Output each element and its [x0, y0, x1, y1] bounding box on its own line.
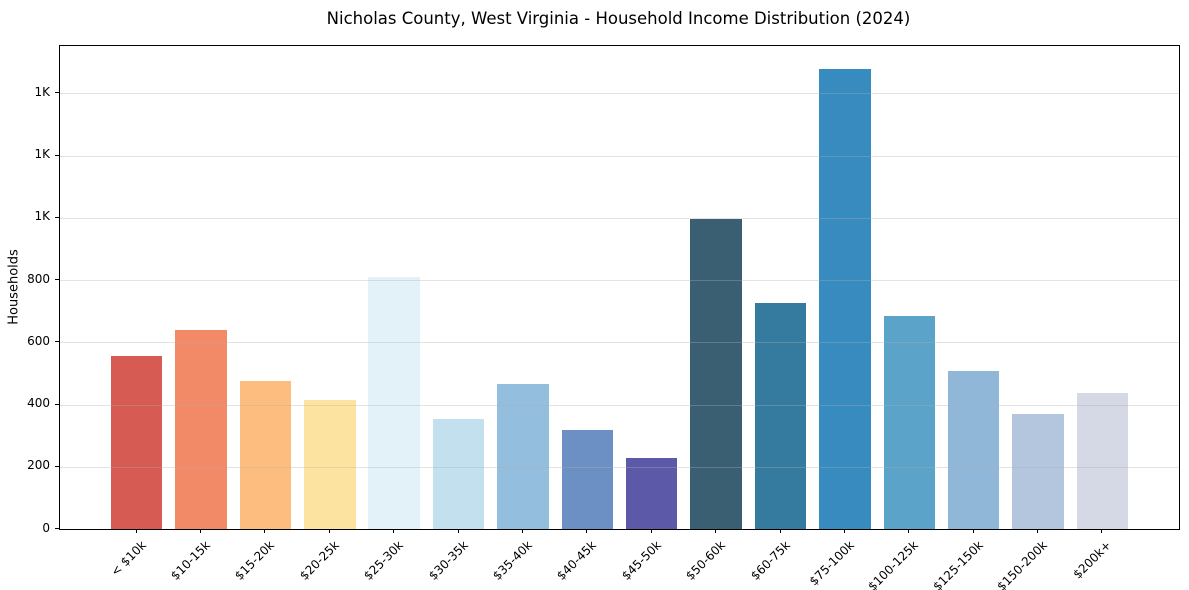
x-tick-mark — [1101, 529, 1103, 533]
gridline — [60, 155, 1179, 157]
x-tick-label: $200k+ — [1070, 538, 1115, 582]
y-tick-mark — [55, 465, 59, 467]
x-tick-label: $75-100k — [806, 538, 857, 589]
y-tick-label: 1K — [34, 84, 50, 99]
bar — [239, 381, 292, 529]
x-tick-mark — [1037, 529, 1038, 533]
x-tick-mark — [586, 529, 588, 533]
x-tick-label: $25-30k — [361, 538, 407, 583]
y-tick-mark — [55, 528, 59, 529]
y-tick-mark — [55, 403, 59, 405]
y-tick-label: 1K — [34, 147, 50, 161]
gridline — [60, 280, 1179, 281]
x-tick-label: $150-200k — [994, 538, 1050, 590]
bar — [175, 330, 227, 529]
y-tick-mark — [55, 92, 59, 94]
x-tick-label: $30-35k — [425, 538, 471, 583]
gridline — [60, 342, 1179, 344]
x-tick-label: $100-125k — [865, 538, 922, 590]
bar — [883, 316, 935, 529]
y-tick-label: 1K — [34, 209, 50, 224]
bar — [625, 458, 678, 529]
plot-area — [59, 45, 1180, 530]
y-tick-label: 600 — [27, 333, 50, 348]
x-tick-label: $10-15k — [168, 538, 213, 583]
gridline — [60, 466, 1179, 468]
bar — [947, 371, 1000, 529]
y-tick-mark — [55, 279, 59, 280]
x-tick-mark — [843, 529, 845, 533]
x-tick-mark — [135, 529, 137, 533]
bar — [368, 277, 420, 529]
bar — [690, 219, 742, 529]
y-axis-label: Households — [6, 249, 22, 325]
y-tick-label: 0 — [42, 520, 50, 535]
x-tick-label: < $10k — [107, 538, 149, 579]
x-tick-mark — [328, 529, 330, 533]
x-tick-label: $45-50k — [618, 538, 664, 583]
x-tick-mark — [650, 529, 652, 533]
y-tick-label: 400 — [27, 396, 50, 410]
x-tick-mark — [200, 529, 201, 533]
bar — [432, 419, 485, 529]
y-tick-mark — [55, 216, 59, 218]
y-tick-label: 200 — [27, 458, 50, 473]
x-tick-label: $40-45k — [554, 538, 600, 583]
x-tick-label: $35-40k — [489, 538, 535, 583]
x-tick-label: $15-20k — [232, 538, 278, 583]
bar — [110, 356, 163, 529]
x-tick-label: $125-150k — [929, 538, 986, 590]
y-tick-mark — [55, 341, 59, 343]
x-tick-mark — [264, 529, 266, 533]
bar — [1076, 393, 1129, 529]
chart-title: Nicholas County, West Virginia - Househo… — [326, 9, 911, 28]
gridline — [60, 217, 1179, 219]
x-tick-label: $50-60k — [683, 538, 728, 583]
bar — [561, 430, 614, 529]
x-tick-mark — [715, 529, 717, 533]
gridline — [60, 404, 1179, 406]
bar — [819, 69, 871, 529]
x-tick-mark — [779, 529, 781, 533]
y-tick-label: 800 — [27, 271, 50, 286]
bar — [1012, 414, 1064, 529]
x-tick-label: $60-75k — [747, 538, 793, 583]
y-tick-mark — [55, 154, 59, 156]
x-tick-mark — [393, 529, 395, 533]
bar — [754, 303, 807, 529]
gridline — [60, 93, 1179, 95]
x-tick-mark — [457, 529, 459, 533]
x-tick-mark — [972, 529, 974, 533]
x-tick-label: $20-25k — [296, 538, 342, 583]
bar — [497, 384, 549, 529]
bar — [304, 400, 356, 529]
x-tick-mark — [521, 529, 523, 533]
x-tick-mark — [908, 529, 910, 533]
